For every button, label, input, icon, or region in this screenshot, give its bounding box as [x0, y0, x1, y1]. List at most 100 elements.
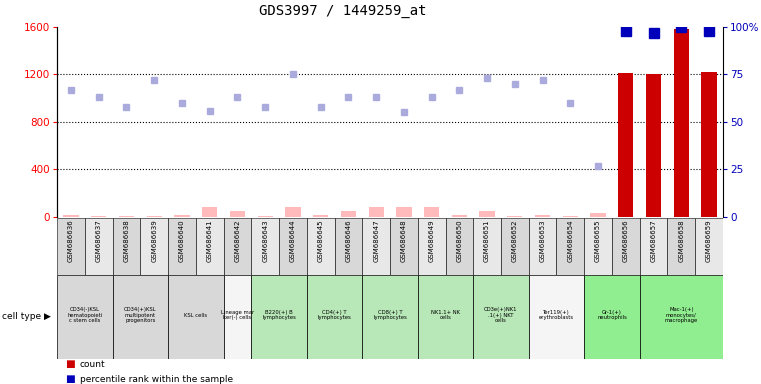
Bar — [556, 218, 584, 275]
Text: CD3e(+)NK1
.1(+) NKT
cells: CD3e(+)NK1 .1(+) NKT cells — [484, 307, 517, 323]
Bar — [313, 215, 328, 217]
Text: Gr-1(+)
neutrophils: Gr-1(+) neutrophils — [597, 310, 627, 320]
Bar — [57, 218, 84, 275]
Text: GSM686645: GSM686645 — [317, 219, 323, 262]
Bar — [168, 275, 224, 359]
Bar — [84, 218, 113, 275]
Text: GSM686644: GSM686644 — [290, 219, 296, 262]
Bar — [113, 275, 168, 359]
Bar — [362, 218, 390, 275]
Text: GSM686651: GSM686651 — [484, 219, 490, 262]
Text: GSM686636: GSM686636 — [68, 219, 74, 262]
Bar — [168, 218, 196, 275]
Bar — [341, 211, 356, 217]
Text: GSM686658: GSM686658 — [678, 219, 684, 262]
Bar — [508, 215, 523, 217]
Bar — [584, 218, 612, 275]
Text: Mac-1(+)
monocytes/
macrophage: Mac-1(+) monocytes/ macrophage — [664, 307, 698, 323]
Text: GSM686649: GSM686649 — [428, 219, 435, 262]
Bar — [63, 215, 78, 217]
Bar — [368, 207, 384, 217]
Text: CD8(+) T
lymphocytes: CD8(+) T lymphocytes — [373, 310, 407, 320]
Text: CD4(+) T
lymphocytes: CD4(+) T lymphocytes — [317, 310, 352, 320]
Bar — [257, 215, 272, 217]
Text: GSM686648: GSM686648 — [401, 219, 407, 262]
Bar — [591, 214, 606, 217]
Bar — [473, 275, 529, 359]
Bar — [535, 215, 550, 217]
Bar — [251, 275, 307, 359]
Text: GSM686642: GSM686642 — [234, 219, 240, 262]
Bar — [529, 218, 556, 275]
Bar — [251, 218, 279, 275]
Bar — [673, 29, 689, 217]
Text: ▶: ▶ — [43, 312, 51, 321]
Bar — [418, 218, 445, 275]
Bar — [335, 218, 362, 275]
Text: GSM686640: GSM686640 — [179, 219, 185, 262]
Bar — [224, 275, 251, 359]
Bar — [230, 211, 245, 217]
Bar — [57, 275, 113, 359]
Bar — [224, 218, 251, 275]
Text: GSM686643: GSM686643 — [262, 219, 268, 262]
Text: cell type: cell type — [2, 312, 41, 321]
Bar — [501, 218, 529, 275]
Bar — [584, 275, 640, 359]
Bar — [362, 275, 418, 359]
Text: ■: ■ — [65, 374, 75, 384]
Bar — [140, 218, 168, 275]
Text: GSM686646: GSM686646 — [345, 219, 352, 262]
Text: GSM686647: GSM686647 — [373, 219, 379, 262]
Bar — [113, 218, 140, 275]
Bar — [640, 275, 723, 359]
Text: GSM686641: GSM686641 — [207, 219, 212, 262]
Bar — [196, 218, 224, 275]
Bar — [696, 218, 723, 275]
Bar — [119, 216, 134, 217]
Text: GSM686653: GSM686653 — [540, 219, 546, 262]
Text: B220(+) B
lymphocytes: B220(+) B lymphocytes — [262, 310, 296, 320]
Text: Lineage mar
ker(-) cells: Lineage mar ker(-) cells — [221, 310, 254, 320]
Text: NK1.1+ NK
cells: NK1.1+ NK cells — [431, 310, 460, 320]
Bar — [445, 218, 473, 275]
Text: GSM686652: GSM686652 — [512, 219, 518, 262]
Bar — [91, 215, 107, 217]
Text: GSM686656: GSM686656 — [622, 219, 629, 262]
Text: GSM686654: GSM686654 — [568, 219, 573, 262]
Bar — [279, 218, 307, 275]
Bar — [479, 211, 495, 217]
Bar — [618, 73, 633, 217]
Text: CD34(-)KSL
hematopoieti
c stem cells: CD34(-)KSL hematopoieti c stem cells — [67, 307, 103, 323]
Bar — [390, 218, 418, 275]
Text: CD34(+)KSL
multipotent
progenitors: CD34(+)KSL multipotent progenitors — [124, 307, 157, 323]
Bar — [424, 207, 439, 217]
Bar — [529, 275, 584, 359]
Bar — [202, 207, 218, 217]
Bar — [640, 218, 667, 275]
Text: GSM686659: GSM686659 — [706, 219, 712, 262]
Bar — [562, 215, 578, 217]
Bar — [612, 218, 640, 275]
Bar — [702, 72, 717, 217]
Text: GSM686657: GSM686657 — [651, 219, 657, 262]
Bar — [473, 218, 501, 275]
Text: GDS3997 / 1449259_at: GDS3997 / 1449259_at — [259, 4, 426, 18]
Text: GSM686655: GSM686655 — [595, 219, 601, 262]
Bar — [646, 74, 661, 217]
Text: GSM686638: GSM686638 — [123, 219, 129, 262]
Text: ■: ■ — [65, 359, 75, 369]
Bar — [452, 215, 467, 217]
Bar — [307, 218, 335, 275]
Bar — [174, 215, 189, 217]
Bar — [285, 207, 301, 217]
Bar — [307, 275, 362, 359]
Text: GSM686639: GSM686639 — [151, 219, 158, 262]
Text: percentile rank within the sample: percentile rank within the sample — [80, 375, 233, 384]
Text: GSM686650: GSM686650 — [457, 219, 463, 262]
Text: count: count — [80, 359, 106, 369]
Text: Ter119(+)
erythroblasts: Ter119(+) erythroblasts — [539, 310, 574, 320]
Bar — [147, 215, 162, 217]
Bar — [418, 275, 473, 359]
Bar — [396, 207, 412, 217]
